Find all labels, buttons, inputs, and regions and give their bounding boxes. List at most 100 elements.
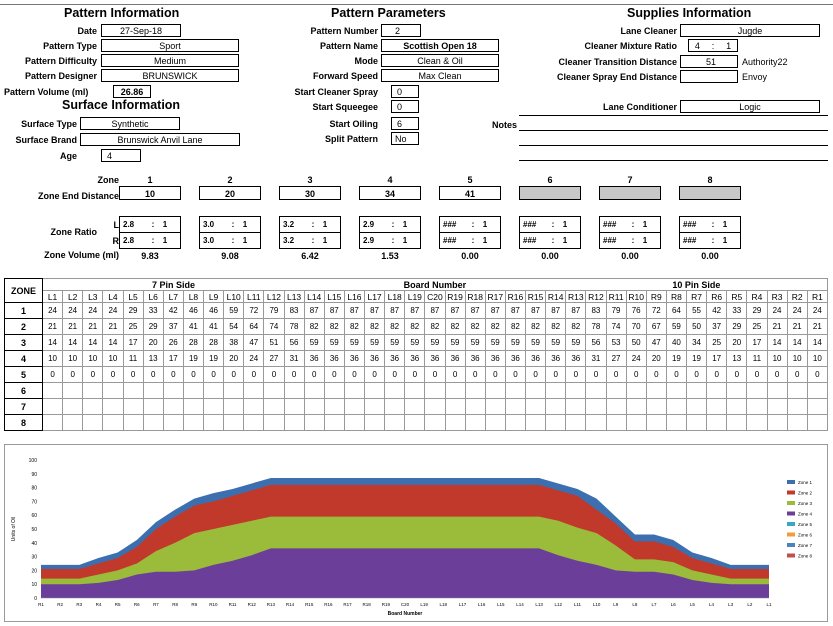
board-cell[interactable]: 38 [223, 334, 245, 351]
board-cell[interactable]: 37 [162, 318, 184, 335]
board-cell[interactable]: 31 [283, 350, 305, 367]
board-cell[interactable]: 56 [283, 334, 305, 351]
board-cell[interactable]: 59 [464, 334, 486, 351]
board-cell[interactable] [303, 398, 325, 415]
board-cell[interactable]: 13 [142, 350, 164, 367]
board-cell[interactable] [565, 382, 587, 399]
board-cell[interactable]: 0 [504, 366, 527, 383]
board-cell[interactable]: 87 [404, 302, 426, 319]
board-cell[interactable] [484, 382, 506, 399]
board-cell[interactable]: 82 [363, 318, 386, 335]
board-cell[interactable]: 21 [41, 318, 64, 335]
board-cell[interactable]: 10 [82, 350, 104, 367]
forward-speed-field[interactable]: Max Clean [381, 69, 499, 82]
board-cell[interactable]: 82 [565, 318, 587, 335]
split-pattern-field[interactable]: No [391, 132, 419, 145]
board-cell[interactable]: 0 [806, 366, 829, 383]
board-cell[interactable] [706, 398, 728, 415]
board-cell[interactable]: 26 [162, 334, 184, 351]
lane-conditioner-field[interactable]: Logic [680, 100, 820, 113]
board-cell[interactable]: 25 [122, 318, 144, 335]
board-cell[interactable]: 19 [665, 350, 688, 367]
board-cell[interactable]: 40 [665, 334, 688, 351]
board-cell[interactable] [746, 382, 768, 399]
board-cell[interactable]: 87 [323, 302, 345, 319]
board-cell[interactable] [786, 398, 808, 415]
board-cell[interactable]: 46 [202, 302, 225, 319]
board-cell[interactable] [82, 398, 104, 415]
board-cell[interactable]: 29 [142, 318, 164, 335]
mode-field[interactable]: Clean & Oil [381, 54, 499, 67]
board-cell[interactable]: 27 [263, 350, 285, 367]
pattern-type-field[interactable]: Sport [101, 39, 239, 52]
board-cell[interactable] [464, 414, 486, 431]
board-cell[interactable] [524, 414, 547, 431]
board-cell[interactable] [524, 398, 547, 415]
board-cell[interactable]: 36 [424, 350, 446, 367]
board-cell[interactable] [524, 382, 547, 399]
board-cell[interactable]: 50 [685, 318, 708, 335]
notes-line-2[interactable] [519, 130, 828, 131]
board-cell[interactable]: 36 [363, 350, 386, 367]
board-cell[interactable]: 14 [41, 334, 64, 351]
board-cell[interactable]: 19 [685, 350, 708, 367]
board-cell[interactable]: 0 [565, 366, 587, 383]
board-cell[interactable]: 37 [706, 318, 728, 335]
board-cell[interactable]: 87 [363, 302, 386, 319]
board-cell[interactable] [323, 414, 345, 431]
board-cell[interactable]: 42 [706, 302, 728, 319]
board-cell[interactable]: 46 [182, 302, 205, 319]
zone-end-field[interactable]: 34 [359, 186, 421, 200]
board-cell[interactable]: 41 [202, 318, 225, 335]
board-cell[interactable] [142, 382, 164, 399]
board-cell[interactable]: 14 [102, 334, 124, 351]
board-cell[interactable] [545, 398, 567, 415]
board-cell[interactable] [122, 382, 144, 399]
board-cell[interactable]: 21 [102, 318, 124, 335]
board-cell[interactable]: 14 [62, 334, 84, 351]
board-cell[interactable] [243, 414, 265, 431]
board-cell[interactable]: 0 [303, 366, 325, 383]
surface-type-field[interactable]: Synthetic [80, 117, 180, 130]
board-cell[interactable] [746, 398, 768, 415]
zone-end-field[interactable] [519, 186, 581, 200]
board-cell[interactable] [625, 382, 647, 399]
board-cell[interactable] [323, 398, 345, 415]
board-cell[interactable]: 13 [726, 350, 748, 367]
board-cell[interactable] [685, 398, 708, 415]
board-cell[interactable]: 82 [404, 318, 426, 335]
board-cell[interactable]: 0 [323, 366, 345, 383]
board-cell[interactable]: 10 [786, 350, 808, 367]
zone-ratio-box[interactable]: ###:1 ###:1 [679, 216, 741, 249]
board-cell[interactable]: 24 [625, 350, 647, 367]
board-cell[interactable]: 29 [726, 318, 748, 335]
board-cell[interactable] [263, 398, 285, 415]
board-cell[interactable]: 0 [62, 366, 84, 383]
board-cell[interactable] [102, 382, 124, 399]
board-cell[interactable]: 67 [645, 318, 667, 335]
board-cell[interactable]: 87 [444, 302, 466, 319]
zone-end-field[interactable] [679, 186, 741, 200]
board-cell[interactable]: 0 [545, 366, 567, 383]
board-cell[interactable] [766, 398, 788, 415]
board-cell[interactable] [182, 382, 205, 399]
pattern-volume-field[interactable]: 26.86 [113, 85, 151, 98]
board-cell[interactable]: 29 [746, 302, 768, 319]
board-cell[interactable]: 0 [625, 366, 647, 383]
board-cell[interactable]: 20 [142, 334, 164, 351]
board-cell[interactable] [806, 414, 829, 431]
board-cell[interactable]: 0 [484, 366, 506, 383]
board-cell[interactable]: 56 [585, 334, 607, 351]
board-cell[interactable] [404, 382, 426, 399]
board-cell[interactable]: 51 [263, 334, 285, 351]
board-cell[interactable] [363, 382, 386, 399]
board-cell[interactable]: 82 [484, 318, 506, 335]
board-cell[interactable] [565, 414, 587, 431]
board-cell[interactable] [343, 398, 366, 415]
board-cell[interactable] [283, 414, 305, 431]
board-cell[interactable]: 0 [243, 366, 265, 383]
board-cell[interactable]: 0 [363, 366, 386, 383]
board-cell[interactable]: 50 [625, 334, 647, 351]
board-cell[interactable] [62, 398, 84, 415]
board-cell[interactable]: 0 [665, 366, 688, 383]
